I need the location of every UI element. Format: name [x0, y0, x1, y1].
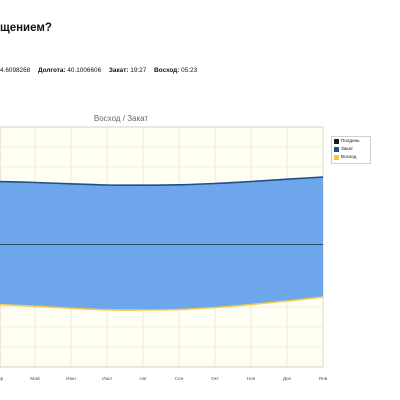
legend-swatch-sunset — [334, 146, 339, 152]
chart-legend: Полдень Закат Восход — [331, 136, 371, 164]
legend-item-noon[interactable]: Полдень — [334, 137, 368, 145]
x-tick-label: Авг — [139, 376, 147, 382]
legend-item-sunrise[interactable]: Восход — [334, 153, 368, 161]
sunrise-label: Восход: — [154, 67, 180, 74]
x-tick-label: Дек — [283, 376, 292, 382]
x-tick-label: Ноя — [247, 376, 256, 382]
legend-swatch-noon — [334, 138, 339, 144]
longitude-label: Долгота: — [38, 67, 66, 74]
location-info: 4.6098268 Долгота: 40.1006606 Закат: 19:… — [0, 67, 199, 74]
x-tick-label: Сен — [175, 376, 184, 382]
sunrise-value: 05:23 — [181, 67, 198, 74]
series-line-sunset — [0, 176, 324, 187]
x-tick-label: Окт — [211, 376, 220, 382]
legend-item-sunset[interactable]: Закат — [334, 145, 368, 153]
x-tick-label: Июл — [102, 376, 112, 382]
x-tick-label: Май — [30, 375, 40, 382]
legend-label-sunset: Закат — [341, 146, 353, 151]
legend-label-sunrise: Восход — [341, 154, 357, 159]
latitude-value: 4.6098268 — [0, 67, 31, 74]
sunset-label: Закат: — [108, 67, 129, 74]
legend-label-noon: Полдень — [341, 138, 360, 143]
x-tick-label: Апр — [0, 376, 4, 382]
page-question: щением? — [0, 22, 52, 34]
sunset-value: 19:27 — [130, 67, 147, 74]
legend-swatch-sunrise — [334, 154, 339, 160]
x-tick-label: Июн — [66, 376, 76, 382]
chart-title: Восход / Закат — [94, 114, 149, 123]
x-tick-label: Янв — [319, 376, 328, 382]
daylight-area — [0, 177, 323, 311]
series-line-sunrise — [0, 296, 324, 311]
longitude-value: 40.1006606 — [67, 67, 102, 74]
